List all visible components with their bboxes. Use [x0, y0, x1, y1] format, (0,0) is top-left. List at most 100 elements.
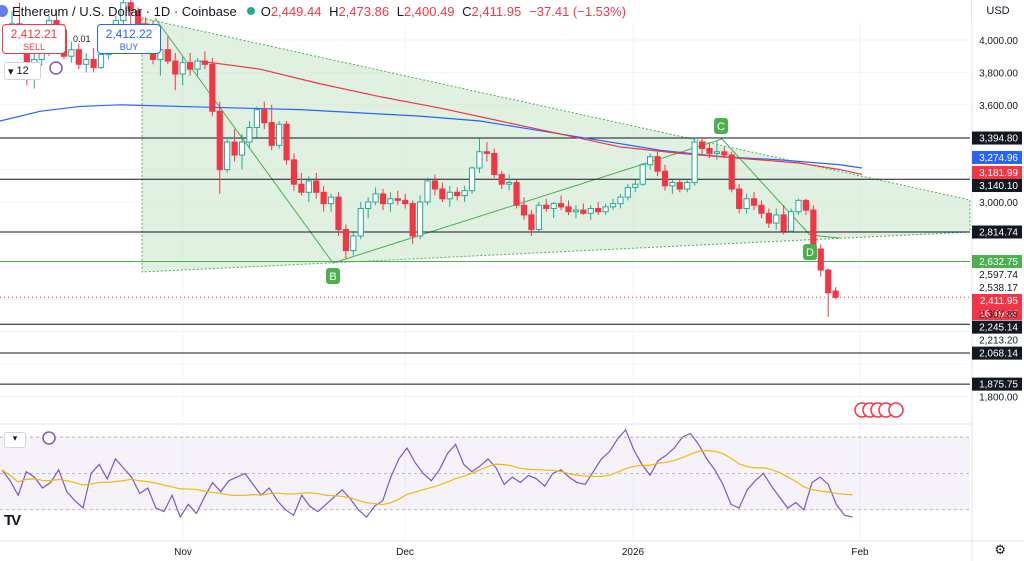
candle[interactable]	[201, 51, 209, 70]
candle[interactable]	[276, 121, 283, 149]
candle[interactable]	[238, 133, 246, 170]
pattern-point-d[interactable]: D	[803, 244, 817, 260]
price-level-label[interactable]: 3,140.10	[972, 179, 1022, 193]
candle[interactable]	[379, 189, 387, 211]
candle[interactable]	[691, 137, 698, 186]
candle[interactable]	[743, 193, 750, 214]
candle[interactable]	[543, 198, 550, 212]
candle[interactable]	[320, 185, 327, 212]
candle[interactable]	[780, 205, 787, 235]
candle[interactable]	[632, 179, 639, 193]
candle[interactable]	[572, 205, 580, 219]
candle[interactable]	[758, 200, 765, 219]
candle[interactable]	[468, 166, 476, 194]
candle[interactable]	[298, 172, 305, 196]
candle[interactable]	[335, 192, 342, 237]
candle[interactable]	[609, 198, 617, 211]
candle[interactable]	[602, 203, 609, 215]
candle[interactable]	[83, 52, 90, 73]
candle[interactable]	[194, 57, 201, 76]
candle[interactable]	[698, 137, 706, 156]
candle[interactable]	[305, 176, 312, 202]
candle[interactable]	[179, 56, 186, 86]
candle[interactable]	[290, 153, 298, 191]
price-level-label[interactable]: 3,274.96	[972, 150, 1022, 164]
candle[interactable]	[817, 244, 824, 277]
candle[interactable]	[795, 198, 802, 215]
candle[interactable]	[261, 101, 268, 130]
candle[interactable]	[253, 106, 260, 138]
candle[interactable]	[372, 187, 379, 206]
candle[interactable]	[224, 137, 231, 173]
buy-button[interactable]: 2,412.22 BUY	[97, 24, 161, 54]
pattern-point-b[interactable]: B	[326, 268, 340, 284]
candle[interactable]	[75, 41, 82, 70]
pattern-point-c[interactable]: C	[714, 118, 728, 134]
candle[interactable]	[164, 36, 171, 65]
price-level-label[interactable]: 2,814.74	[972, 225, 1022, 239]
candle[interactable]	[186, 52, 194, 76]
candle[interactable]	[773, 208, 780, 230]
candle[interactable]	[557, 195, 565, 211]
candle[interactable]	[417, 195, 424, 240]
candle[interactable]	[802, 198, 810, 215]
candle[interactable]	[520, 197, 528, 220]
candle[interactable]	[439, 182, 446, 202]
price-level-label[interactable]: 1,875.75	[972, 377, 1022, 391]
candle[interactable]	[721, 146, 728, 159]
candle[interactable]	[394, 190, 401, 206]
candle[interactable]	[491, 148, 498, 178]
price-level-label[interactable]: 2,307.89	[979, 310, 1018, 321]
candle[interactable]	[498, 171, 505, 190]
refresh-icon[interactable]	[42, 431, 56, 445]
candle[interactable]	[216, 101, 223, 194]
price-level-label[interactable]: 2,068.14	[972, 346, 1022, 360]
candle[interactable]	[327, 193, 335, 212]
candle[interactable]	[736, 184, 743, 214]
candle[interactable]	[313, 172, 320, 199]
candle[interactable]	[832, 287, 839, 300]
candle[interactable]	[550, 202, 557, 219]
price-level-label[interactable]: 2,632.75	[972, 254, 1022, 268]
price-level-label[interactable]: 2,213.20	[979, 336, 1018, 347]
candle[interactable]	[342, 224, 349, 259]
candle[interactable]	[647, 153, 654, 170]
price-level-label[interactable]: 2,245.14	[972, 320, 1022, 334]
candle[interactable]	[431, 174, 439, 196]
candle[interactable]	[669, 179, 676, 194]
rsi-collapse-button[interactable]: ▾	[4, 432, 26, 448]
sell-button[interactable]: 2,412.21 SELL	[2, 24, 66, 54]
candle[interactable]	[402, 193, 409, 209]
candle[interactable]	[461, 185, 468, 202]
candle[interactable]	[483, 142, 490, 162]
quantity-input[interactable]: ▾ 12	[4, 62, 41, 80]
currency-selector[interactable]: USD	[971, 0, 1024, 22]
candle[interactable]	[676, 179, 683, 193]
candle[interactable]	[535, 202, 542, 233]
candle[interactable]	[90, 48, 97, 73]
candle[interactable]	[617, 193, 624, 209]
candle[interactable]	[387, 192, 394, 212]
candle[interactable]	[765, 208, 772, 228]
candle[interactable]	[713, 140, 720, 160]
candle[interactable]	[654, 151, 661, 177]
candle[interactable]	[350, 232, 357, 256]
candle[interactable]	[595, 202, 602, 215]
candle[interactable]	[506, 174, 513, 191]
candle[interactable]	[365, 197, 372, 219]
candle[interactable]	[825, 268, 832, 318]
candle[interactable]	[587, 205, 594, 220]
candle[interactable]	[424, 177, 431, 206]
gear-icon[interactable]: ⚙	[994, 542, 1006, 557]
candle[interactable]	[68, 41, 75, 63]
event-flag-icon[interactable]	[888, 402, 904, 418]
candle[interactable]	[661, 164, 669, 191]
tradingview-logo[interactable]: TV	[4, 512, 21, 529]
candle[interactable]	[565, 200, 572, 215]
candle[interactable]	[172, 52, 179, 91]
candle[interactable]	[728, 151, 735, 193]
candle[interactable]	[750, 192, 758, 211]
candle[interactable]	[476, 138, 483, 173]
candle[interactable]	[454, 187, 461, 201]
